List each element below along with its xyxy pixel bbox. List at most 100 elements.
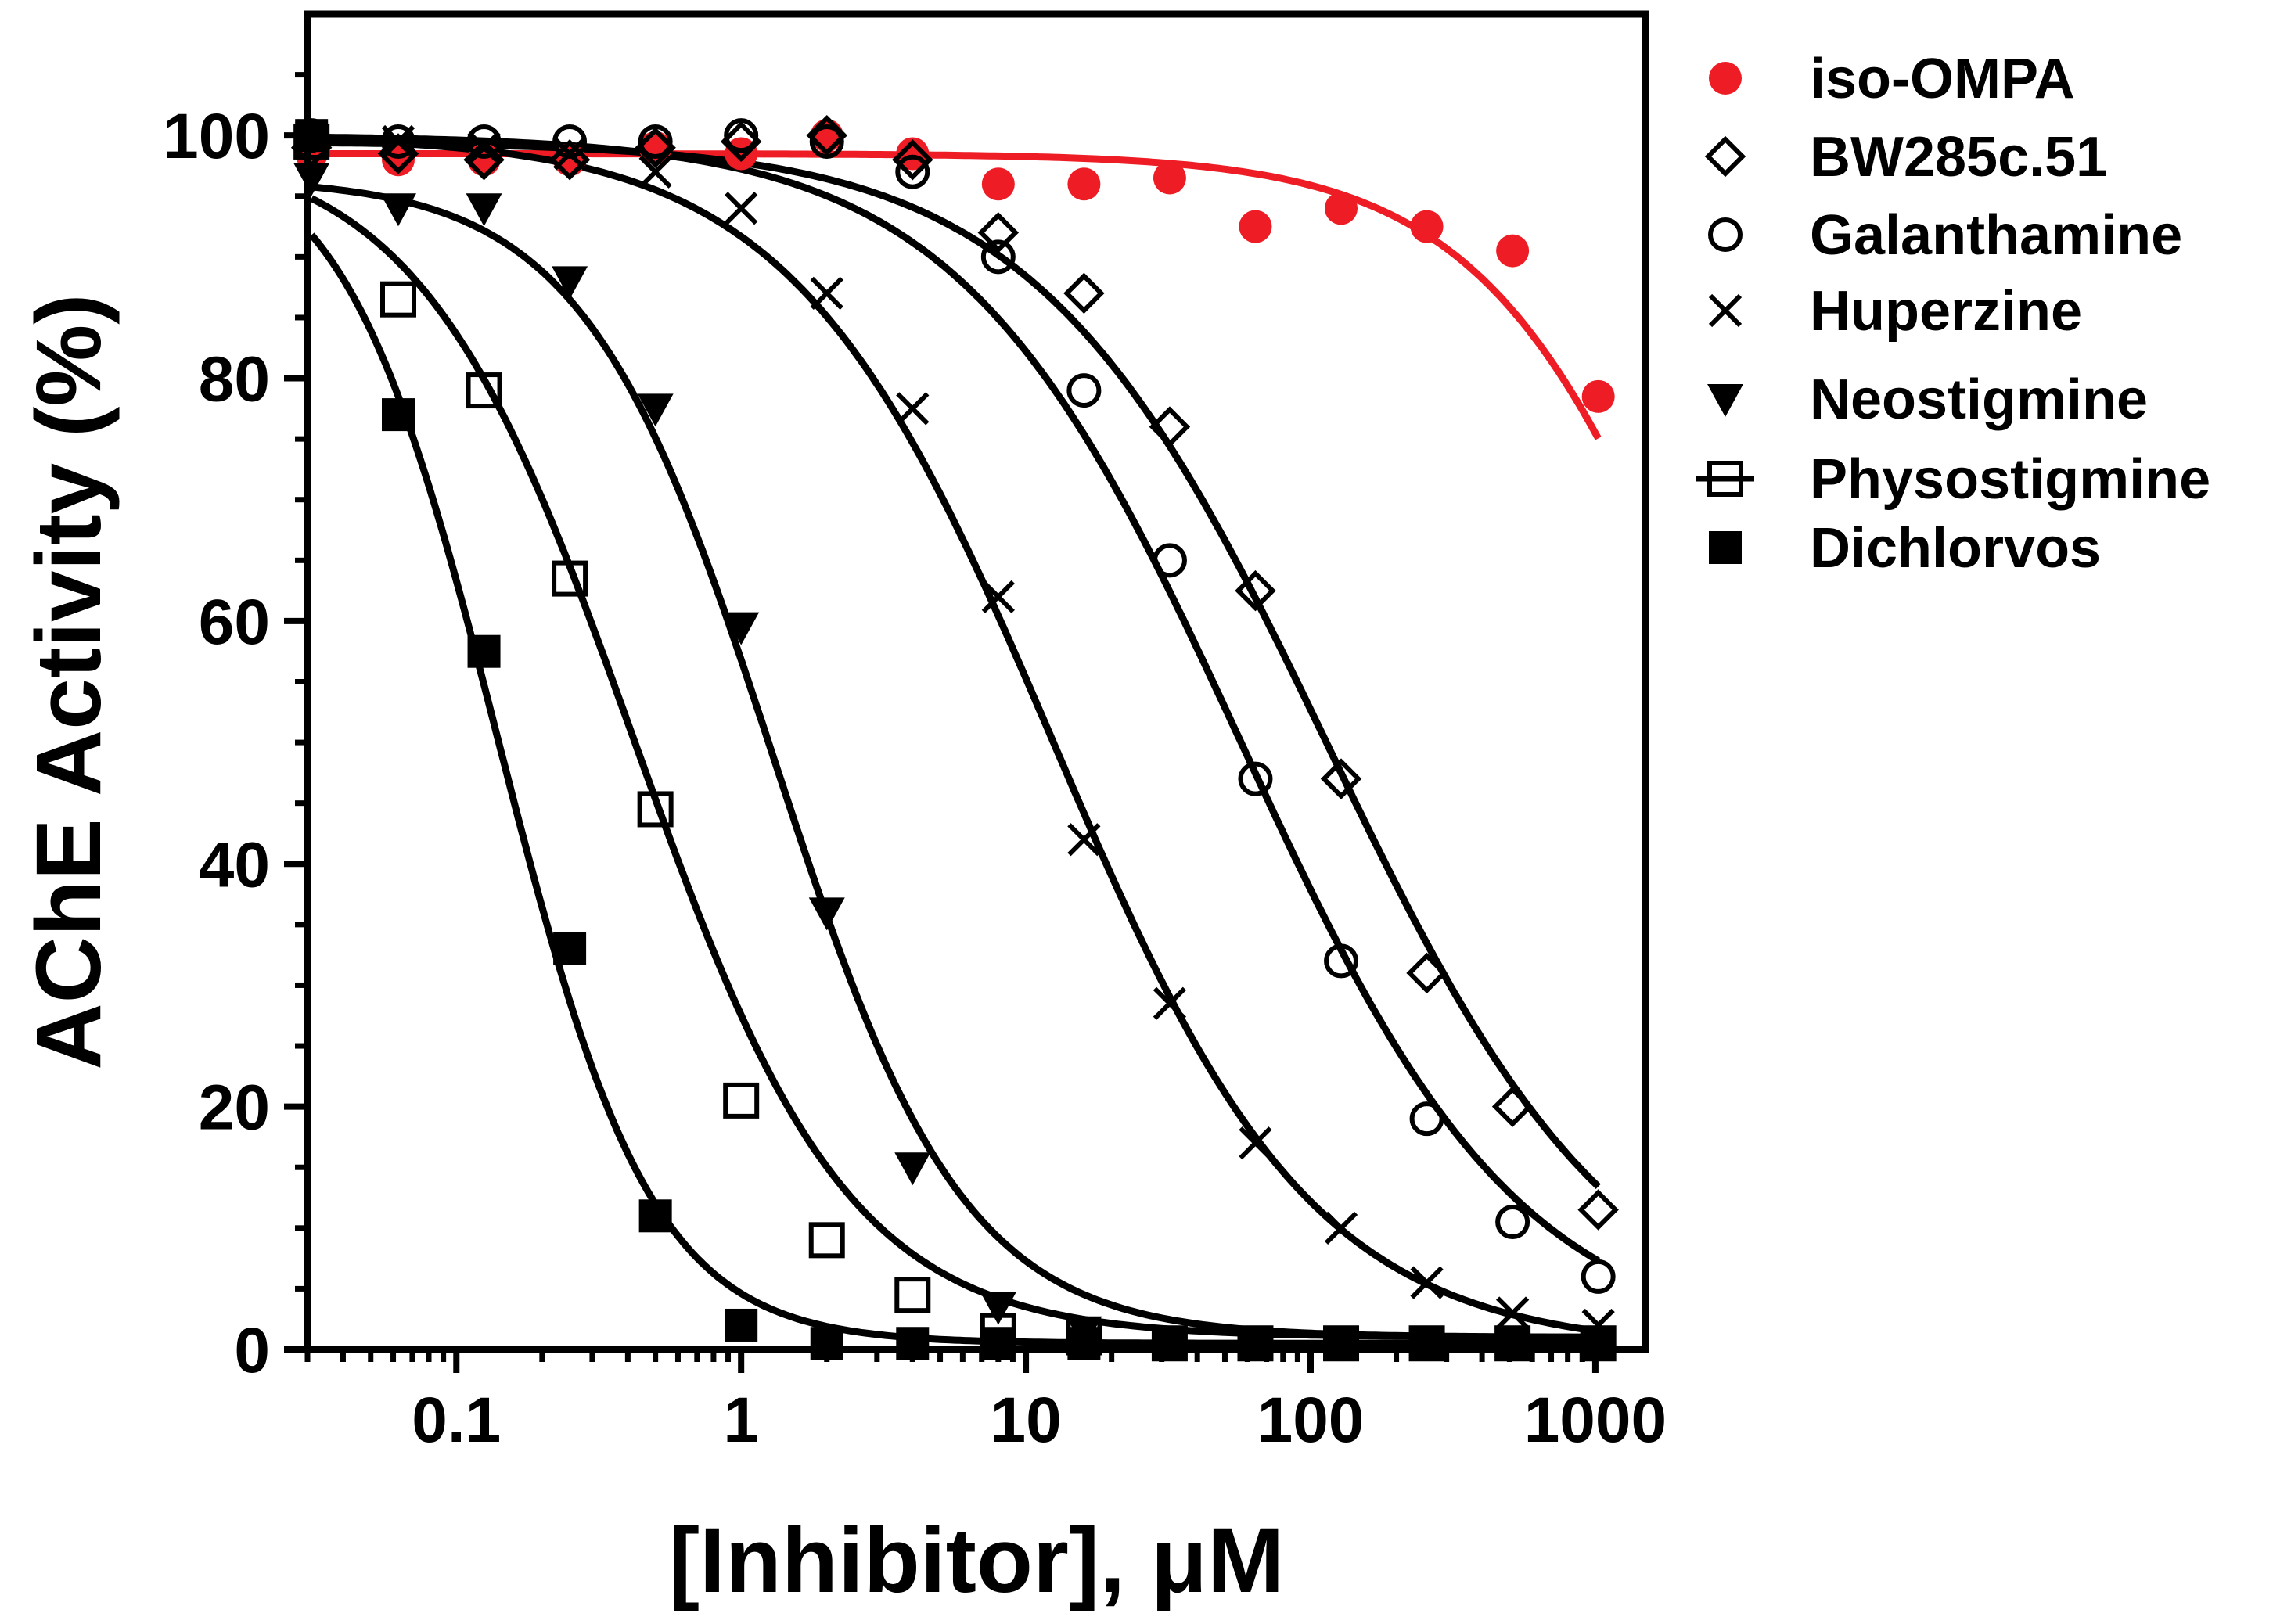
data-point-huperzine: [1153, 986, 1187, 1020]
axis-ticks: [284, 72, 1599, 1373]
data-point-dichlorvos: [810, 1327, 843, 1360]
data-point-physostigmine: [552, 560, 588, 597]
data-point-huperzine: [725, 192, 758, 225]
data-point-dichlorvos: [553, 932, 587, 965]
data-point-dichlorvos: [725, 1308, 758, 1342]
data-point-dichlorvos: [1239, 1327, 1272, 1360]
data-point-neostigmine: [808, 897, 845, 931]
data-point-bw285c-51: [1320, 758, 1362, 799]
data-points: [290, 114, 1619, 1362]
legend-marker-huperzine: [1708, 293, 1743, 328]
data-point-iso-ompa: [1581, 379, 1615, 413]
data-point-physostigmine: [894, 1277, 931, 1313]
legend-label-physostigmine: Physostigmine: [1810, 448, 2210, 511]
data-point-neostigmine: [723, 612, 760, 645]
x-tick-label: 0.1: [412, 1385, 501, 1456]
data-point-galanthamine: [1152, 543, 1187, 578]
data-point-galanthamine: [466, 124, 502, 159]
data-point-huperzine: [1324, 1211, 1358, 1245]
data-point-huperzine: [381, 124, 415, 159]
x-axis-title: [Inhibitor], μM: [669, 1509, 1285, 1612]
legend-label-galanthamine: Galanthamine: [1810, 204, 2182, 267]
fit-curve-huperzine: [311, 135, 1599, 1335]
fit-curve-galanthamine: [311, 133, 1600, 1264]
data-point-bw285c-51: [1149, 406, 1191, 447]
data-point-physostigmine: [723, 1082, 760, 1119]
legend-marker-bw285c-51: [1704, 135, 1746, 178]
x-tick-label: 100: [1257, 1385, 1365, 1456]
data-point-huperzine: [896, 392, 930, 426]
plot-frame: [304, 10, 1649, 1353]
y-tick-label: 0: [234, 1315, 270, 1386]
data-point-huperzine: [981, 580, 1015, 613]
legend-marker-dichlorvos: [1709, 531, 1742, 564]
fit-curves: [308, 133, 1602, 1347]
data-point-galanthamine: [1066, 373, 1102, 408]
data-point-bw285c-51: [1491, 1086, 1534, 1127]
data-point-bw285c-51: [1235, 569, 1276, 612]
legend-label-iso-ompa: iso-OMPA: [1810, 48, 2075, 110]
data-point-bw285c-51: [892, 138, 933, 181]
data-point-iso-ompa: [981, 167, 1015, 201]
data-point-neostigmine: [894, 1152, 931, 1186]
y-tick-label: 80: [199, 344, 270, 415]
x-tick-label: 1000: [1524, 1385, 1667, 1456]
data-point-galanthamine: [380, 124, 415, 159]
tick-labels: 0 20 40 60 80 100 0.1 1 10 100 1000: [163, 101, 1667, 1456]
legend-label-dichlorvos: Dichlorvos: [1810, 517, 2101, 580]
y-axis-title: AChE Activity (%): [17, 293, 120, 1069]
x-tick-label: 1: [723, 1385, 759, 1456]
data-point-galanthamine: [1324, 943, 1359, 979]
legend-label-neostigmine: Neostigmine: [1810, 368, 2148, 431]
data-point-neostigmine: [980, 1292, 1016, 1325]
legend: iso-OMPA BW285c.51 Galanthamine Huperzine Ne…: [1696, 48, 2210, 580]
y-tick-label: 20: [199, 1072, 270, 1144]
data-point-iso-ompa: [1067, 167, 1101, 201]
fit-curve-physostigmine: [310, 195, 1599, 1341]
data-point-galanthamine: [980, 239, 1016, 275]
data-point-huperzine: [638, 155, 672, 189]
data-point-neostigmine: [293, 163, 330, 196]
y-tick-label: 100: [163, 101, 270, 172]
legend-marker-iso-ompa: [1709, 62, 1742, 95]
data-point-galanthamine: [1409, 1101, 1444, 1137]
data-point-galanthamine: [724, 118, 759, 153]
data-point-physostigmine: [466, 372, 502, 409]
data-point-neostigmine: [379, 193, 416, 227]
data-point-neostigmine: [466, 193, 502, 227]
data-point-huperzine: [552, 137, 587, 171]
fit-curve-iso-ompa: [311, 150, 1602, 440]
data-point-dichlorvos: [295, 119, 329, 153]
data-point-galanthamine: [1581, 1259, 1616, 1294]
data-point-bw285c-51: [1063, 272, 1105, 314]
data-point-dichlorvos: [1581, 1327, 1615, 1360]
data-point-huperzine: [1410, 1266, 1444, 1299]
data-point-huperzine: [1495, 1296, 1530, 1330]
data-point-dichlorvos: [381, 398, 415, 432]
y-tick-label: 60: [199, 587, 270, 658]
data-point-dichlorvos: [1325, 1327, 1358, 1360]
legend-label-huperzine: Huperzine: [1810, 280, 2082, 343]
data-point-iso-ompa: [1496, 234, 1530, 268]
fit-curve-dichlorvos: [308, 232, 1599, 1347]
legend-label-bw285c-51: BW285c.51: [1810, 126, 2107, 189]
data-point-physostigmine: [379, 281, 416, 318]
data-point-neostigmine: [637, 393, 674, 427]
data-point-dichlorvos: [981, 1327, 1015, 1360]
data-point-huperzine: [467, 131, 501, 164]
data-point-iso-ompa: [1325, 192, 1358, 225]
data-point-huperzine: [1067, 823, 1101, 857]
data-point-iso-ompa: [1410, 210, 1444, 243]
y-tick-label: 40: [199, 829, 270, 900]
fit-curve-bw285c-51: [311, 138, 1601, 1190]
data-point-galanthamine: [809, 124, 844, 159]
data-point-physostigmine: [637, 791, 674, 828]
data-point-iso-ompa: [1239, 210, 1272, 243]
data-point-physostigmine: [808, 1222, 845, 1259]
data-point-bw285c-51: [1577, 1189, 1619, 1231]
data-point-galanthamine: [895, 154, 930, 189]
data-point-dichlorvos: [1067, 1327, 1101, 1360]
data-point-dichlorvos: [1153, 1327, 1186, 1360]
data-point-dichlorvos: [1496, 1327, 1530, 1360]
